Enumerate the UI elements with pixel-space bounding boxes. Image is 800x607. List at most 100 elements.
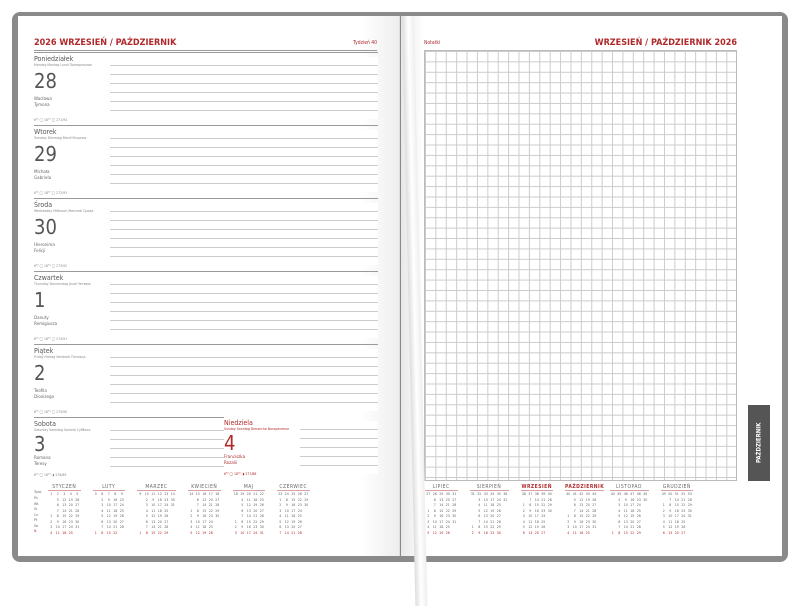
- day-cell[interactable]: 30: [547, 508, 552, 513]
- day-cell[interactable]: 16: [674, 508, 679, 513]
- day-cell[interactable]: 8: [618, 530, 621, 535]
- day-cell[interactable]: 27: [636, 519, 641, 524]
- day-cell[interactable]: 13: [284, 525, 289, 530]
- day-cell[interactable]: 16: [62, 519, 67, 524]
- day-cell[interactable]: 2: [618, 497, 621, 502]
- day-cell[interactable]: 18: [62, 530, 67, 535]
- day-cell[interactable]: 1: [50, 514, 53, 519]
- day-cell[interactable]: 16: [483, 530, 488, 535]
- day-cell[interactable]: 22: [681, 503, 686, 508]
- day-cell[interactable]: [591, 531, 598, 537]
- day-cell[interactable]: 20: [630, 519, 635, 524]
- day-cell[interactable]: 6: [478, 514, 481, 519]
- day-cell[interactable]: 15: [62, 514, 67, 519]
- day-cell[interactable]: 3: [234, 530, 237, 535]
- day-cell[interactable]: 10: [623, 503, 628, 508]
- day-cell[interactable]: 26: [259, 503, 264, 508]
- day-cell[interactable]: 31: [259, 530, 264, 535]
- day-cell[interactable]: 6: [145, 519, 148, 524]
- day-cell[interactable]: 22: [541, 503, 546, 508]
- day-cell[interactable]: 21: [291, 530, 296, 535]
- day-cell[interactable]: 11: [151, 508, 156, 513]
- day-cell[interactable]: 22: [208, 508, 213, 513]
- day-cell[interactable]: 18: [157, 508, 162, 513]
- day-cell[interactable]: 2: [190, 514, 193, 519]
- day-cell[interactable]: 21: [490, 519, 495, 524]
- day-cell[interactable]: 25: [208, 525, 213, 530]
- day-cell[interactable]: 30: [170, 497, 175, 502]
- day-cell[interactable]: 5: [241, 503, 244, 508]
- day-cell[interactable]: 25: [164, 508, 169, 513]
- day-cell[interactable]: 18: [534, 519, 539, 524]
- day-cell[interactable]: 8: [478, 525, 481, 530]
- day-cell[interactable]: 19: [534, 525, 539, 530]
- day-cell[interactable]: 7: [145, 525, 148, 530]
- day-cell[interactable]: 26: [445, 530, 450, 535]
- day-cell[interactable]: 25: [681, 519, 686, 524]
- writing-lines[interactable]: [110, 130, 378, 192]
- day-cell[interactable]: 13: [246, 508, 251, 513]
- day-cell[interactable]: 12: [528, 525, 533, 530]
- day-cell[interactable]: 29: [547, 503, 552, 508]
- day-cell[interactable]: 20: [157, 519, 162, 524]
- day-cell[interactable]: 26: [164, 514, 169, 519]
- day-cell[interactable]: 10: [528, 514, 533, 519]
- day-cell[interactable]: 24: [119, 503, 124, 508]
- day-cell[interactable]: 14: [623, 525, 628, 530]
- day-cell[interactable]: 1: [190, 508, 193, 513]
- day-cell[interactable]: 1: [522, 503, 525, 508]
- day-cell[interactable]: 5: [618, 514, 621, 519]
- day-cell[interactable]: 3: [478, 497, 481, 502]
- day-cell[interactable]: 12: [623, 514, 628, 519]
- day-cell[interactable]: 23: [208, 514, 213, 519]
- day-cell[interactable]: 5: [573, 497, 576, 502]
- day-cell[interactable]: 11: [284, 514, 289, 519]
- day-cell[interactable]: 23: [681, 508, 686, 513]
- day-cell[interactable]: 5: [56, 497, 59, 502]
- day-cell[interactable]: 19: [113, 514, 118, 519]
- day-cell[interactable]: 17: [490, 497, 495, 502]
- day-cell[interactable]: 6: [573, 503, 576, 508]
- day-cell[interactable]: 25: [297, 514, 302, 519]
- day-cell[interactable]: 3: [145, 503, 148, 508]
- day-cell[interactable]: 10: [195, 519, 200, 524]
- day-cell[interactable]: 16: [291, 503, 296, 508]
- day-cell[interactable]: 15: [439, 508, 444, 513]
- day-cell[interactable]: 3: [50, 525, 53, 530]
- day-cell[interactable]: 10: [432, 519, 437, 524]
- day-cell[interactable]: 15: [106, 530, 111, 535]
- day-cell[interactable]: 23: [119, 497, 124, 502]
- day-cell[interactable]: 22: [585, 514, 590, 519]
- day-cell[interactable]: 2: [50, 519, 53, 524]
- day-cell[interactable]: 16: [439, 514, 444, 519]
- day-cell[interactable]: 14: [579, 508, 584, 513]
- day-cell[interactable]: 21: [157, 525, 162, 530]
- day-cell[interactable]: 11: [572, 530, 577, 535]
- day-cell[interactable]: 5: [279, 519, 282, 524]
- day-cell[interactable]: 24: [541, 514, 546, 519]
- day-cell[interactable]: 18: [439, 525, 444, 530]
- day-cell[interactable]: 26: [119, 514, 124, 519]
- day-cell[interactable]: 10: [55, 525, 60, 530]
- day-cell[interactable]: 22: [157, 530, 162, 535]
- day-cell[interactable]: 29: [452, 508, 457, 513]
- day-cell[interactable]: [451, 531, 458, 537]
- day-cell[interactable]: 21: [630, 525, 635, 530]
- day-cell[interactable]: 30: [643, 497, 648, 502]
- day-cell[interactable]: 9: [56, 519, 59, 524]
- day-cell[interactable]: 18: [202, 525, 207, 530]
- day-cell[interactable]: 22: [253, 519, 258, 524]
- day-cell[interactable]: [214, 531, 221, 537]
- day-cell[interactable]: 9: [433, 514, 436, 519]
- day-cell[interactable]: 18: [630, 508, 635, 513]
- day-cell[interactable]: 20: [253, 508, 258, 513]
- day-cell[interactable]: 24: [164, 503, 169, 508]
- day-cell[interactable]: 16: [157, 497, 162, 502]
- day-cell[interactable]: 16: [579, 519, 584, 524]
- writing-lines[interactable]: [110, 422, 224, 474]
- day-cell[interactable]: 14: [439, 503, 444, 508]
- day-cell[interactable]: 26: [541, 525, 546, 530]
- day-cell[interactable]: 23: [445, 514, 450, 519]
- day-cell[interactable]: 8: [529, 503, 532, 508]
- day-cell[interactable]: 29: [636, 530, 641, 535]
